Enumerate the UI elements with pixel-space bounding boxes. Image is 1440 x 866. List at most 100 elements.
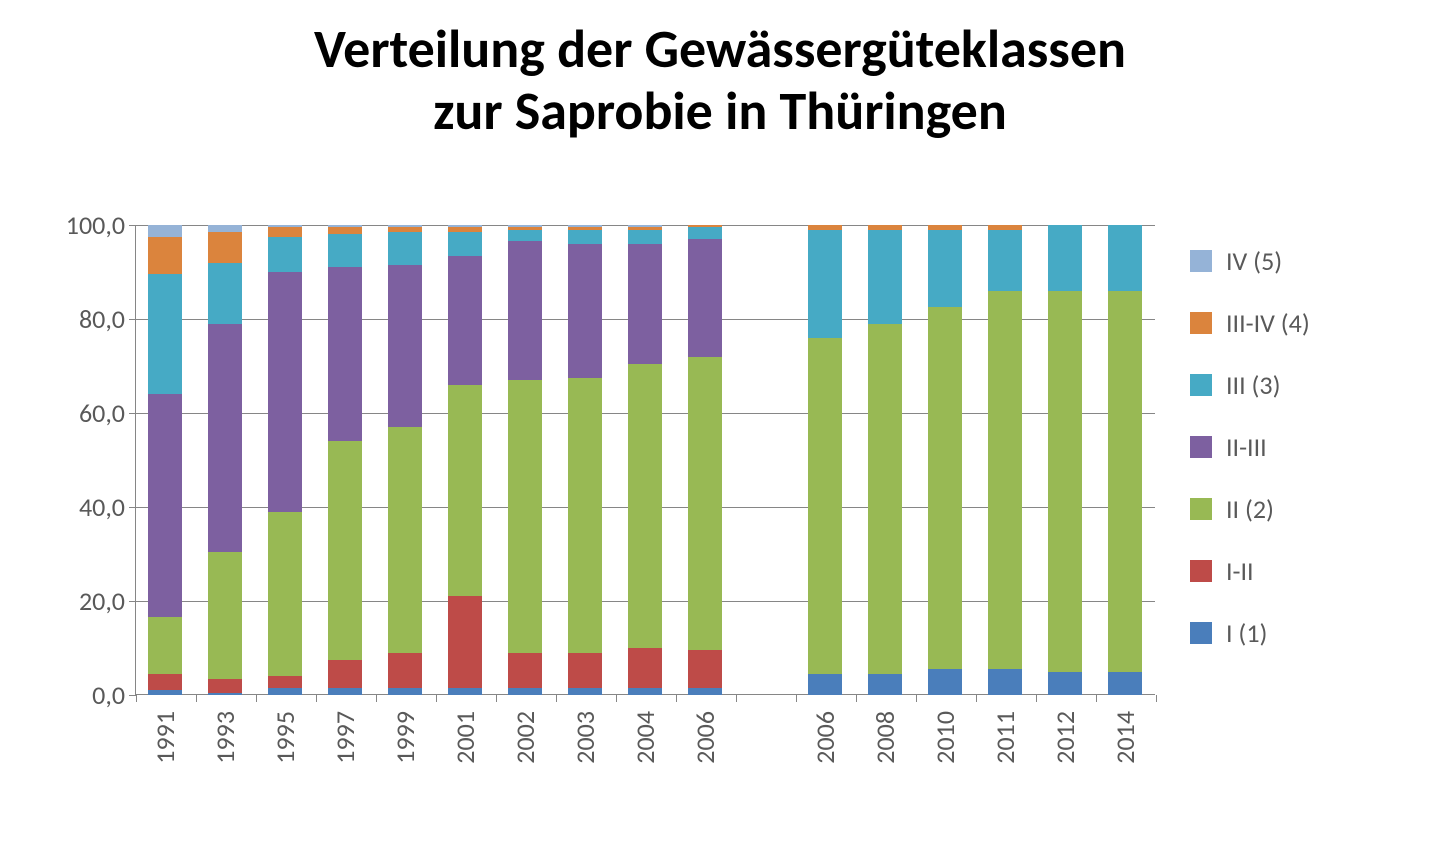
- bar: [328, 225, 363, 695]
- bar-segment-II-III: [448, 256, 483, 385]
- bar-segment-III: [148, 274, 183, 394]
- bar-segment-II-III: [328, 267, 363, 441]
- x-tick-label: 1999: [389, 711, 421, 764]
- x-tick-label: 1997: [329, 711, 361, 764]
- bar-segment-I-II: [148, 674, 183, 690]
- legend-swatch: [1190, 250, 1212, 272]
- bar-segment-I-II: [388, 653, 423, 688]
- legend: IV (5)III-IV (4)III (3)II-IIIII (2)I-III…: [1190, 245, 1420, 679]
- bar: [508, 225, 543, 695]
- bar-segment-III: [388, 232, 423, 265]
- bar-segment-II: [988, 291, 1023, 669]
- bar-segment-III-IV: [148, 237, 183, 275]
- bar-segment-III: [988, 230, 1023, 291]
- x-tick-label: 2011: [989, 711, 1021, 764]
- bar-segment-III: [508, 230, 543, 242]
- bar-segment-I-II: [628, 648, 663, 688]
- bar-segment-II: [508, 380, 543, 653]
- bar-segment-II: [448, 385, 483, 597]
- y-tick-mark: [129, 695, 136, 696]
- x-tick-mark: [1096, 695, 1097, 702]
- x-tick-mark: [676, 695, 677, 702]
- bar-segment-II-III: [268, 272, 303, 512]
- legend-label: I (1): [1226, 617, 1267, 649]
- bar-segment-II: [388, 427, 423, 653]
- bar: [568, 225, 603, 695]
- bar-segment-II-III: [628, 244, 663, 364]
- bar: [268, 225, 303, 695]
- bar-segment-I-II: [688, 650, 723, 688]
- bar-segment-III: [448, 232, 483, 256]
- bar-segment-I: [568, 688, 603, 695]
- bar-segment-II: [868, 324, 903, 674]
- bar-segment-I: [988, 669, 1023, 695]
- bar-segment-II: [328, 441, 363, 660]
- bar-segment-I: [1108, 672, 1143, 696]
- bar: [988, 225, 1023, 695]
- bar-segment-II-III: [388, 265, 423, 427]
- x-tick-label: 1991: [149, 711, 181, 764]
- bar: [868, 225, 903, 695]
- y-tick-label: 60,0: [35, 397, 125, 429]
- bar-segment-I: [808, 674, 843, 695]
- bar-segment-III: [268, 237, 303, 272]
- x-tick-mark: [316, 695, 317, 702]
- bar: [1048, 225, 1083, 695]
- bar-segment-I: [628, 688, 663, 695]
- bar-segment-IV: [148, 225, 183, 237]
- bar-segment-I: [1048, 672, 1083, 696]
- bar-segment-III: [1048, 225, 1083, 291]
- bars-layer: [135, 225, 1155, 695]
- bar-segment-II: [268, 512, 303, 677]
- x-tick-mark: [556, 695, 557, 702]
- legend-item: III (3): [1190, 369, 1420, 401]
- bar-segment-III: [328, 234, 363, 267]
- legend-item: I-II: [1190, 555, 1420, 587]
- legend-label: I-II: [1226, 555, 1254, 587]
- x-tick-mark: [196, 695, 197, 702]
- y-tick-label: 100,0: [35, 209, 125, 241]
- y-tick-label: 0,0: [35, 679, 125, 711]
- x-tick-mark: [436, 695, 437, 702]
- bar: [148, 225, 183, 695]
- legend-label: IV (5): [1226, 245, 1282, 277]
- bar-segment-III: [808, 230, 843, 338]
- bar-segment-III: [1108, 225, 1143, 291]
- bar-segment-I: [208, 693, 243, 695]
- y-tick-label: 40,0: [35, 491, 125, 523]
- x-tick-mark: [136, 695, 137, 702]
- bar-segment-II-III: [508, 241, 543, 380]
- x-tick-label: 1995: [269, 711, 301, 764]
- x-tick-label: 2010: [929, 711, 961, 764]
- bar-segment-II: [1048, 291, 1083, 672]
- x-tick-label: 2002: [509, 711, 541, 764]
- bar-segment-III: [568, 230, 603, 244]
- x-tick-mark: [616, 695, 617, 702]
- bar: [688, 225, 723, 695]
- x-tick-label: 2012: [1049, 711, 1081, 764]
- bar-segment-II: [1108, 291, 1143, 672]
- bar-segment-I: [448, 688, 483, 695]
- bar-segment-IV: [208, 225, 243, 232]
- plot-area: 1991199319951997199920012002200320042006…: [135, 225, 1155, 695]
- bar-segment-II: [688, 357, 723, 651]
- x-tick-mark: [376, 695, 377, 702]
- x-tick-mark: [796, 695, 797, 702]
- bar-segment-III-IV: [268, 227, 303, 236]
- bar-segment-I-II: [568, 653, 603, 688]
- x-tick-label: 2004: [629, 711, 661, 764]
- x-tick-label: 2008: [869, 711, 901, 764]
- x-tick-mark: [1156, 695, 1157, 702]
- bar-segment-I-II: [508, 653, 543, 688]
- bar-segment-III: [628, 230, 663, 244]
- bar-segment-II: [568, 378, 603, 653]
- x-tick-mark: [256, 695, 257, 702]
- x-tick-mark: [736, 695, 737, 702]
- bar-segment-III-IV: [328, 227, 363, 234]
- bar-segment-II-III: [568, 244, 603, 378]
- legend-label: III (3): [1226, 369, 1280, 401]
- bar-segment-III: [868, 230, 903, 324]
- legend-label: II (2): [1226, 493, 1274, 525]
- x-tick-label: 2003: [569, 711, 601, 764]
- x-tick-mark: [916, 695, 917, 702]
